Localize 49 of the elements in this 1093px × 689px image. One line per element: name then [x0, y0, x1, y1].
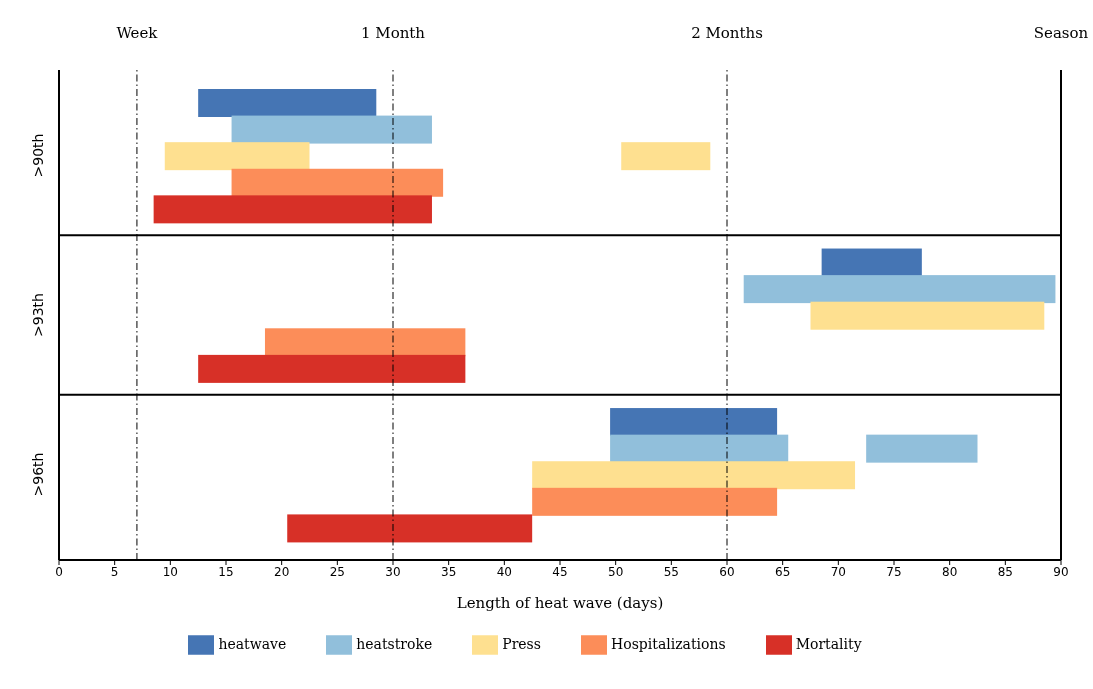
bar: [621, 142, 711, 171]
bar: [610, 434, 789, 463]
legend-label: Mortality: [795, 636, 862, 652]
bar: [153, 195, 432, 224]
x-tick-label: 20: [274, 564, 290, 579]
x-tick-label: 60: [719, 564, 735, 579]
bar: [287, 514, 533, 543]
bar: [866, 434, 978, 463]
x-tick-label: 15: [218, 564, 234, 579]
x-tick-label: 40: [496, 564, 512, 579]
y-tick-label: >93th: [30, 293, 46, 337]
x-tick-label: 55: [663, 564, 679, 579]
x-tick-label: 85: [997, 564, 1013, 579]
bar: [231, 115, 432, 144]
text: Season: [1033, 24, 1089, 42]
bar: [821, 248, 922, 277]
bar: [231, 168, 444, 197]
x-tick-label: 80: [942, 564, 958, 579]
x-tick-label: 50: [608, 564, 624, 579]
x-tick-label: 10: [162, 564, 178, 579]
bar: [810, 301, 1045, 330]
y-tick-label: >96th: [30, 452, 46, 497]
x-tick-label: 25: [329, 564, 345, 579]
legend-label: heatwave: [218, 636, 287, 652]
bar: [532, 461, 856, 490]
bar: [164, 142, 310, 171]
x-axis-title: Length of heat wave (days): [456, 594, 664, 612]
x-tick-label: 70: [830, 564, 846, 579]
bar: [264, 328, 466, 357]
ref-line-label: 1 Month: [360, 24, 426, 42]
legend-label: heatstroke: [356, 636, 433, 652]
ref-line-label: 2 Months: [691, 24, 763, 42]
x-tick-label: 75: [886, 564, 902, 579]
y-tick-label: >90th: [30, 133, 46, 178]
ref-line-label: Week: [116, 24, 159, 42]
bar: [198, 354, 466, 383]
bar: [198, 89, 377, 117]
x-tick-label: 65: [775, 564, 791, 579]
x-tick-label: 30: [385, 564, 401, 579]
x-tick-label: 90: [1053, 564, 1069, 579]
x-tick-label: 45: [552, 564, 568, 579]
bar: [532, 487, 778, 516]
legend-label: Hospitalizations: [611, 636, 726, 652]
x-tick-label: 0: [55, 564, 63, 579]
legend-label: Press: [502, 636, 541, 652]
bar: [610, 408, 778, 437]
bar: [743, 275, 1056, 304]
x-tick-label: 5: [110, 564, 119, 579]
x-tick-label: 35: [441, 564, 457, 579]
